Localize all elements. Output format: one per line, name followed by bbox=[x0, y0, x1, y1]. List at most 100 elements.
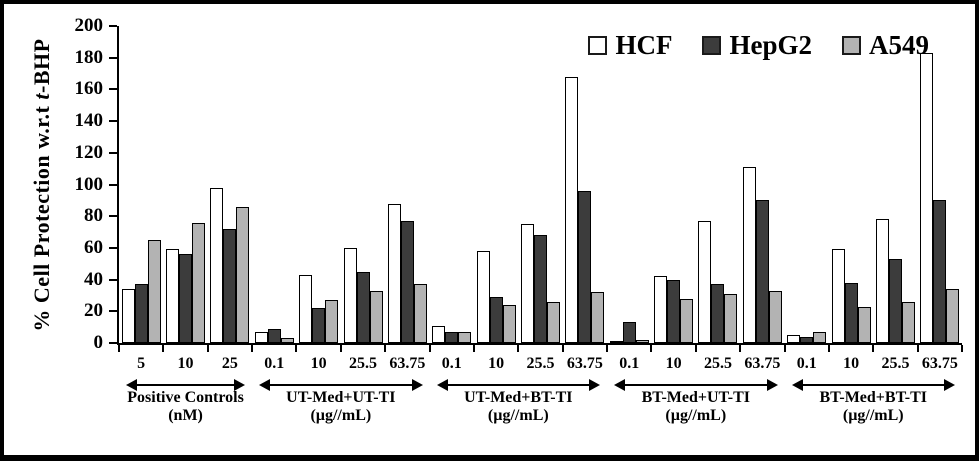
x-tick-label: 10 bbox=[177, 355, 194, 372]
bar-hepg2 bbox=[445, 331, 459, 343]
legend-label-hepg2: HepG2 bbox=[729, 30, 812, 60]
bar-hepg2 bbox=[578, 190, 592, 343]
x-axis-tick bbox=[428, 345, 431, 352]
arrow-head-left-icon bbox=[436, 379, 448, 391]
bar-a549 bbox=[458, 331, 472, 343]
bar-hcf bbox=[875, 219, 889, 343]
group-label: BT-Med+BT-TI bbox=[819, 389, 928, 406]
bar-a549 bbox=[680, 298, 694, 343]
y-tick-label: 200 bbox=[74, 15, 104, 36]
group-unit-label: (µg//mL) bbox=[487, 407, 549, 424]
bar-hepg2 bbox=[400, 220, 414, 343]
arrow-head-right-icon bbox=[943, 379, 955, 391]
y-tick-label: 20 bbox=[84, 300, 103, 322]
x-axis-tick bbox=[472, 345, 475, 352]
bar-hepg2 bbox=[622, 322, 636, 343]
y-axis-tick bbox=[109, 120, 117, 123]
y-tick-label: 0 bbox=[93, 332, 104, 353]
group-range-arrow bbox=[614, 379, 778, 391]
bar-hepg2 bbox=[711, 284, 725, 343]
y-tick-label: 160 bbox=[74, 78, 104, 100]
bar-a549 bbox=[280, 338, 294, 343]
bar-a549 bbox=[325, 300, 339, 343]
arrow-head-left-icon bbox=[791, 379, 803, 391]
group-range-arrow bbox=[791, 379, 955, 391]
y-tick-label: 140 bbox=[74, 110, 104, 132]
x-tick-label: 63.75 bbox=[389, 355, 426, 372]
x-axis-tick bbox=[872, 345, 875, 352]
x-axis-line bbox=[117, 343, 962, 345]
bar-hcf bbox=[521, 224, 534, 343]
y-axis-tick bbox=[109, 215, 117, 218]
legend-swatch-hepg2 bbox=[702, 36, 722, 55]
arrow-head-right-icon bbox=[234, 379, 246, 391]
legend-item-hcf: HCF bbox=[588, 30, 672, 61]
y-tick-label: 80 bbox=[84, 205, 103, 227]
bar-hcf bbox=[742, 167, 756, 343]
x-axis-tick bbox=[295, 345, 298, 352]
bar-hepg2 bbox=[800, 336, 814, 343]
x-tick-label: 10 bbox=[843, 355, 860, 372]
arrow-head-left-icon bbox=[126, 379, 137, 391]
legend-item-hepg2: HepG2 bbox=[702, 30, 812, 61]
bar-hcf bbox=[254, 331, 268, 343]
x-axis-tick bbox=[783, 345, 786, 352]
group-label: Positive Controls bbox=[127, 389, 244, 406]
x-tick-label: 10 bbox=[488, 355, 505, 372]
group-range-arrow bbox=[126, 379, 246, 391]
y-axis-tick bbox=[109, 88, 117, 91]
bar-hepg2 bbox=[223, 228, 237, 343]
bar-hcf bbox=[831, 249, 845, 343]
y-axis-tick bbox=[109, 56, 117, 59]
legend-label-a549: A549 bbox=[869, 30, 929, 60]
x-axis-tick bbox=[162, 345, 165, 352]
arrow-line bbox=[619, 384, 773, 386]
bar-a549 bbox=[857, 306, 871, 343]
y-tick-label: 100 bbox=[74, 173, 104, 195]
bar-a549 bbox=[147, 239, 161, 343]
x-axis-tick bbox=[739, 345, 742, 352]
y-tick-label: 60 bbox=[84, 236, 103, 258]
arrow-head-right-icon bbox=[411, 379, 423, 391]
group-label: BT-Med+UT-TI bbox=[641, 389, 750, 406]
bar-hcf bbox=[920, 52, 934, 343]
x-tick-label: 63.75 bbox=[566, 355, 603, 372]
y-axis-tick bbox=[109, 342, 117, 344]
bar-a549 bbox=[369, 290, 383, 343]
bar-hcf bbox=[343, 247, 357, 343]
bar-a549 bbox=[768, 290, 782, 343]
bar-a549 bbox=[724, 293, 738, 343]
bar-a549 bbox=[236, 206, 250, 343]
bar-hepg2 bbox=[888, 258, 902, 343]
arrow-head-left-icon bbox=[259, 379, 271, 391]
arrow-head-left-icon bbox=[614, 379, 626, 391]
bar-hepg2 bbox=[267, 328, 281, 343]
bar-hcf bbox=[432, 325, 446, 343]
y-tick-label: 180 bbox=[74, 46, 104, 68]
y-tick-label: 40 bbox=[84, 268, 103, 290]
legend-swatch-a549 bbox=[842, 36, 861, 55]
bar-hcf bbox=[609, 341, 623, 344]
bar-hcf bbox=[565, 76, 579, 343]
x-tick-label: 0.1 bbox=[796, 355, 817, 372]
group-range-arrow bbox=[259, 379, 423, 391]
x-axis-tick bbox=[517, 345, 520, 352]
x-axis-tick bbox=[251, 345, 254, 352]
x-axis-tick bbox=[606, 345, 609, 352]
bar-hepg2 bbox=[312, 308, 326, 343]
x-tick-label: 63.75 bbox=[744, 355, 781, 372]
y-axis-tick bbox=[109, 246, 117, 249]
x-axis-tick bbox=[339, 345, 342, 352]
arrow-head-right-icon bbox=[766, 379, 778, 391]
x-tick-label: 63.75 bbox=[921, 355, 958, 372]
x-tick-label: 25.5 bbox=[526, 355, 555, 372]
y-axis-tick bbox=[109, 310, 117, 313]
arrow-line bbox=[264, 384, 418, 386]
x-axis-tick bbox=[384, 345, 387, 352]
x-axis-tick bbox=[916, 345, 919, 352]
x-tick-label: 0.1 bbox=[441, 355, 462, 372]
bar-hcf bbox=[698, 220, 712, 343]
x-tick-label: 25.5 bbox=[349, 355, 378, 372]
bar-hepg2 bbox=[134, 284, 148, 343]
